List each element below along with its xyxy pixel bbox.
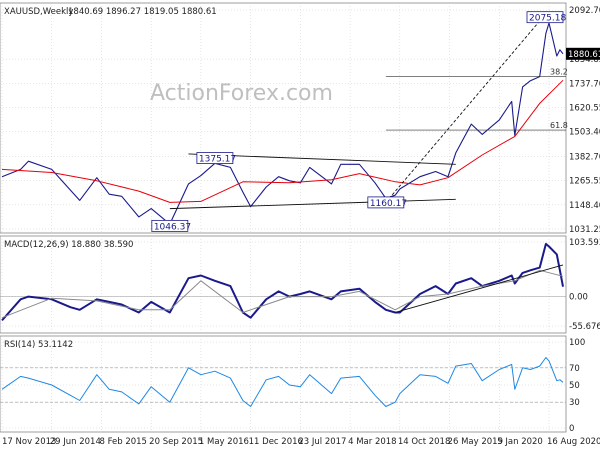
rsi-panel	[0, 335, 567, 433]
y-tick-label: 1031.25	[569, 225, 600, 235]
y-tick-label: 1382.70	[569, 153, 600, 163]
y-tick-label: 1737.70	[569, 79, 600, 89]
x-tick-label: 16 Aug 2020	[547, 437, 600, 447]
x-tick-label: 26 May 2019	[448, 437, 503, 447]
y-tick-label: 50	[569, 381, 580, 391]
pivot-label: 1375.17	[199, 155, 236, 165]
y-tick-label: 1148.40	[569, 201, 600, 211]
y-tick-label: 103.593	[569, 238, 600, 248]
y-tick-label: 1620.55	[569, 103, 600, 113]
watermark: ActionForex.com	[150, 81, 333, 106]
macd-panel	[0, 235, 567, 334]
price-series-line-1	[1, 79, 564, 203]
macd-series-line-0	[1, 242, 564, 322]
y-tick-label: 1503.40	[569, 128, 600, 138]
y-tick-label: 0	[569, 424, 574, 434]
pivot-label-box	[151, 219, 189, 232]
rsi-panel-title: RSI(14) 53.1142	[4, 340, 73, 350]
y-tick-label: 30	[569, 398, 580, 408]
macd-panel-title: MACD(12,26,9) 18.880 38.590	[4, 240, 133, 250]
x-tick-label: 14 Oct 2018	[398, 437, 451, 447]
macd-trendline	[395, 264, 564, 313]
y-tick-label: 1265.55	[569, 177, 600, 187]
y-tick-label: 1854.85	[569, 55, 600, 65]
fib-level-label: 61.8	[550, 121, 568, 130]
x-tick-label: 4 Mar 2018	[348, 437, 396, 447]
pivot-label-box	[367, 196, 405, 209]
y-tick-label: 100	[569, 338, 585, 348]
y-tick-label: 70	[569, 364, 580, 374]
price-ohlc-header: 1840.69 1896.27 1819.05 1880.61	[68, 7, 217, 17]
fib-level-label: 38.2	[550, 67, 568, 76]
rsi-series-line-0	[1, 357, 564, 407]
x-tick-label: 17 Nov 2013	[2, 437, 56, 447]
pivot-label-box	[526, 11, 564, 24]
y-tick-label: 2092.70	[569, 6, 600, 16]
price-panel	[0, 2, 567, 234]
current-value-box	[566, 47, 600, 60]
pivot-label: 1160.17	[370, 199, 407, 209]
x-tick-label: 5 Jan 2020	[497, 437, 543, 447]
x-tick-label: 1 May 2016	[199, 437, 249, 447]
price-trendline	[385, 13, 547, 203]
price-series-line-0	[1, 22, 564, 225]
pivot-label: 2075.18	[529, 14, 566, 24]
y-tick-label: 0.00	[569, 293, 588, 303]
price-panel-title: XAUUSD,Weekly	[4, 7, 73, 17]
x-tick-label: 23 Jul 2017	[298, 437, 346, 447]
pivot-label-box	[196, 152, 234, 164]
x-tick-label: 11 Dec 2016	[249, 437, 303, 447]
price-trendline	[169, 198, 456, 210]
x-tick-label: 29 Jun 2014	[50, 437, 101, 447]
current-value-label: 1880.61	[568, 50, 600, 60]
pivot-label: 1046.37	[154, 222, 191, 232]
x-tick-label: 20 Sep 2015	[149, 437, 203, 447]
y-tick-label: -55.676	[569, 322, 600, 332]
x-tick-label: 8 Feb 2015	[99, 437, 147, 447]
